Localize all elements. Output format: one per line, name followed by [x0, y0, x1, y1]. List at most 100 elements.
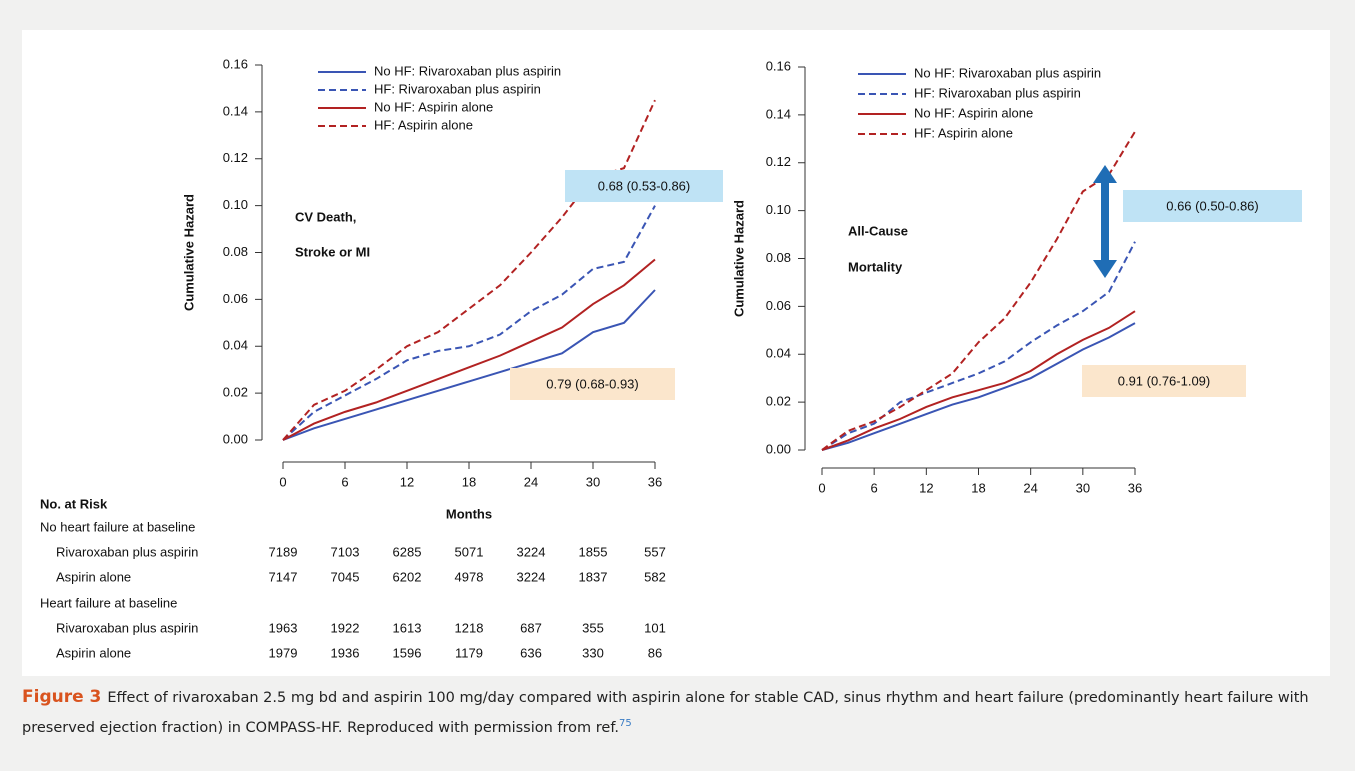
caption-text: Effect of rivaroxaban 2.5 mg bd and aspi…	[22, 690, 1309, 736]
y-tick-label: 0.08	[766, 250, 791, 265]
table-cell: 6202	[393, 569, 422, 584]
panel-background	[22, 30, 1330, 676]
y-tick-label: 0.12	[766, 154, 791, 169]
table-cell: 687	[520, 620, 542, 635]
table-cell: 1855	[579, 544, 608, 559]
series-line	[282, 205, 656, 441]
x-tick-label: 6	[341, 474, 348, 489]
arrow-head	[1093, 165, 1117, 183]
hr-label: 0.66 (0.50-0.86)	[1166, 198, 1259, 213]
x-tick-label: 18	[971, 480, 985, 495]
y-tick-label: 0.14	[223, 103, 248, 118]
table-cell: 582	[644, 569, 666, 584]
table-row-label: Rivaroxaban plus aspirin	[56, 620, 198, 635]
table-cell: 1936	[331, 645, 360, 660]
table-cell: 86	[648, 645, 662, 660]
y-tick-label: 0.16	[223, 56, 248, 71]
y-tick-label: 0.14	[766, 106, 791, 121]
arrow-head	[1093, 260, 1117, 278]
legend-label: HF: Aspirin alone	[374, 117, 473, 132]
x-tick-label: 0	[279, 474, 286, 489]
x-tick-label: 30	[1076, 480, 1090, 495]
legend-label: No HF: Rivaroxaban plus aspirin	[374, 63, 561, 78]
table-cell: 1179	[455, 645, 483, 660]
x-tick-label: 24	[1023, 480, 1037, 495]
y-tick-label: 0.06	[766, 298, 791, 313]
table-cell: 3224	[517, 544, 546, 559]
table-cell: 1979	[269, 645, 298, 660]
table-cell: 3224	[517, 569, 546, 584]
y-axis-label: Cumulative Hazard	[181, 194, 196, 311]
caption: Figure 3 Effect of rivaroxaban 2.5 mg bd …	[22, 685, 1332, 741]
table-group: No heart failure at baseline	[40, 519, 195, 534]
hr-label: 0.79 (0.68-0.93)	[546, 376, 639, 391]
series-line	[282, 289, 656, 441]
y-tick-label: 0.10	[223, 197, 248, 212]
y-tick-label: 0.00	[766, 441, 791, 456]
table-cell: 101	[644, 620, 666, 635]
x-tick-label: 0	[818, 480, 825, 495]
x-tick-label: 36	[1128, 480, 1142, 495]
table-cell: 1837	[579, 569, 608, 584]
legend-label: No HF: Aspirin alone	[374, 99, 493, 114]
series-line	[821, 241, 1136, 451]
x-tick-label: 12	[919, 480, 933, 495]
y-tick-label: 0.16	[766, 58, 791, 73]
y-tick-label: 0.02	[223, 385, 248, 400]
x-tick-label: 12	[400, 474, 414, 489]
table-cell: 1596	[393, 645, 422, 660]
figure-panel: 0.00 0.02 0.04 0.06 0.08 0.10 0.12 0.14 0.16 0 6 12…	[22, 30, 1330, 676]
legend-label: HF: Aspirin alone	[914, 125, 1013, 140]
y-tick-label: 0.12	[223, 150, 248, 165]
annotation: CV Death,	[295, 209, 356, 224]
table-row-label: Aspirin alone	[56, 645, 131, 660]
table-cell: 1963	[269, 620, 298, 635]
figure-label: Figure 3	[22, 687, 102, 707]
x-tick-label: 6	[871, 480, 878, 495]
series-line	[821, 322, 1136, 451]
hr-label: 0.68 (0.53-0.86)	[598, 178, 691, 193]
y-tick-label: 0.10	[766, 202, 791, 217]
hr-label: 0.91 (0.76-1.09)	[1118, 373, 1211, 388]
y-tick-label: 0.00	[223, 431, 248, 446]
hr-box	[1082, 365, 1246, 397]
table-group: Heart failure at baseline	[40, 595, 177, 610]
y-tick-label: 0.06	[223, 291, 248, 306]
table-cell: 7103	[331, 544, 360, 559]
x-tick-label: 30	[586, 474, 600, 489]
hr-box	[565, 170, 723, 202]
reference[interactable]: 75	[619, 718, 632, 729]
table-cell: 7147	[269, 569, 298, 584]
legend-label: HF: Rivaroxaban plus aspirin	[374, 81, 541, 96]
table-cell: 1922	[331, 620, 360, 635]
series-line	[821, 310, 1136, 451]
table-cell: 1218	[455, 620, 484, 635]
table-cell: 557	[644, 544, 666, 559]
annotation: Mortality	[848, 259, 903, 274]
hr-box	[1123, 190, 1302, 222]
x-tick-label: 18	[462, 474, 476, 489]
table-cell: 1613	[393, 620, 422, 635]
table-cell: 4978	[455, 569, 484, 584]
table-title: No. at Risk	[40, 496, 108, 511]
hr-box	[510, 368, 675, 400]
table-row-label: Rivaroxaban plus aspirin	[56, 544, 198, 559]
series-line	[282, 258, 656, 441]
annotation: Stroke or MI	[295, 244, 370, 259]
annotation: All-Cause	[848, 223, 908, 238]
x-tick-label: 36	[648, 474, 662, 489]
table-cell: 636	[520, 645, 542, 660]
table-cell: 7045	[331, 569, 360, 584]
table-cell: 330	[582, 645, 604, 660]
y-tick-label: 0.04	[223, 338, 248, 353]
x-axis-label: Months	[446, 506, 492, 521]
legend-label: No HF: Rivaroxaban plus aspirin	[914, 65, 1101, 80]
y-tick-label: 0.02	[766, 394, 791, 409]
table-cell: 355	[582, 620, 604, 635]
series-line	[821, 131, 1136, 451]
table-cell: 7189	[269, 544, 298, 559]
table-cell: 5071	[455, 544, 484, 559]
y-tick-label: 0.04	[766, 346, 791, 361]
table-row-label: Aspirin alone	[56, 569, 131, 584]
